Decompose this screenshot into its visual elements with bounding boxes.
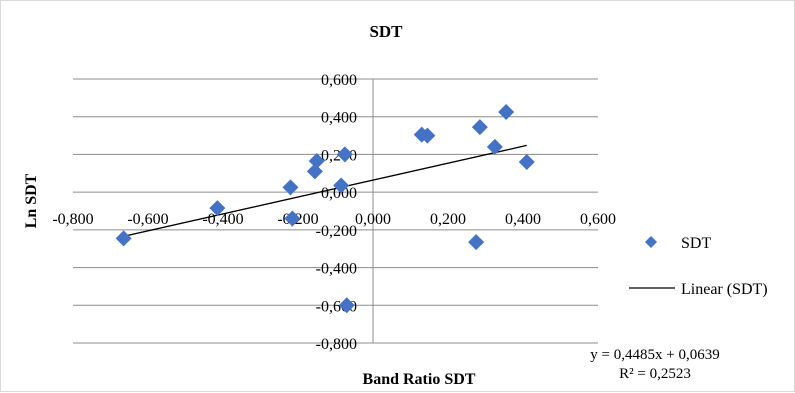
data-point-11 — [468, 234, 485, 251]
data-point-12 — [471, 119, 488, 136]
y-tick-label-1: 0,400 — [321, 110, 357, 127]
x-tick-label-6: 0,400 — [505, 211, 541, 228]
x-tick-label-1: -0,600 — [127, 211, 168, 228]
x-tick-label-4: 0,000 — [355, 211, 391, 228]
x-tick-labels: -0,800-0,600-0,400-0,2000,0000,2000,4000… — [52, 211, 616, 228]
trendline — [123, 144, 527, 237]
x-tick-label-5: 0,200 — [430, 211, 466, 228]
axes — [73, 79, 598, 343]
data-point-1 — [209, 200, 226, 217]
y-tick-labels: 0,6000,4000,2000,000-0,200-0,400-0,600-0… — [316, 72, 357, 353]
data-point-2 — [282, 179, 299, 196]
legend-marker-sdt — [645, 236, 657, 248]
data-point-3 — [284, 210, 301, 227]
data-point-5 — [308, 153, 325, 170]
y-axis-title: Ln SDT — [23, 173, 40, 228]
chart-title: SDT — [369, 22, 403, 41]
data-point-0 — [115, 230, 132, 247]
data-point-6 — [333, 177, 350, 194]
data-point-10 — [419, 127, 436, 144]
x-axis-title: Band Ratio SDT — [363, 371, 476, 388]
data-point-14 — [498, 104, 515, 120]
data-point-7 — [336, 146, 353, 163]
legend: SDT Linear (SDT) — [629, 235, 768, 298]
data-point-15 — [518, 153, 535, 170]
trendline-linear-sdt — [123, 144, 527, 237]
gridlines — [73, 78, 598, 344]
data-points — [115, 104, 535, 314]
data-point-4 — [306, 163, 323, 180]
data-point-8 — [338, 297, 355, 314]
trendline-equation: y = 0,4485x + 0,0639 — [590, 347, 719, 363]
legend-label-sdt: SDT — [681, 235, 711, 252]
x-tick-label-0: -0,800 — [52, 211, 93, 228]
data-point-13 — [486, 138, 503, 155]
x-tick-label-2: -0,400 — [202, 211, 243, 228]
legend-label-linear: Linear (SDT) — [681, 281, 768, 298]
y-tick-label-4: -0,200 — [316, 223, 357, 240]
x-tick-label-7: 0,600 — [580, 211, 616, 228]
y-tick-label-0: 0,600 — [321, 72, 357, 89]
trendline-r2: R² = 0,2523 — [619, 366, 691, 382]
y-tick-label-7: -0,800 — [316, 336, 357, 353]
y-tick-label-5: -0,400 — [316, 261, 357, 278]
